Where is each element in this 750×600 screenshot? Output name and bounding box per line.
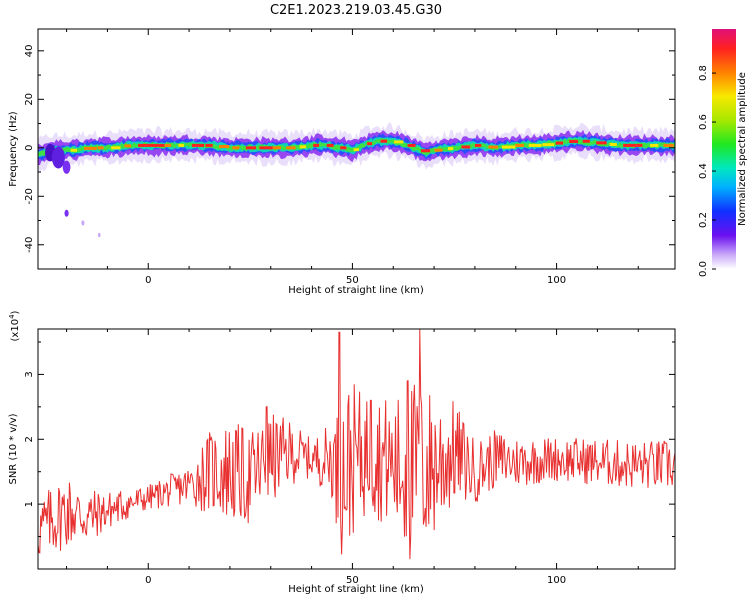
colorbar-tick-label: 0.0 — [698, 261, 709, 277]
colorbar-ticks: 0.0 0.2 0.4 0.6 0.8 — [698, 65, 716, 277]
figure-title: C2E1.2023.219.03.45.G30 — [270, 3, 442, 18]
snr-ticks: 0 50 100 1 2 3 — [24, 329, 675, 586]
snr-multiplier: (x104) — [8, 310, 21, 341]
spectrogram-peak-streak — [218, 145, 230, 149]
spectrogram-peak-streak — [111, 146, 121, 150]
spectrogram-blob — [51, 146, 65, 169]
colorbar-tick-label: 0.6 — [698, 114, 709, 130]
spectrogram-peak-streak — [84, 146, 97, 150]
spectrogram-peak-streak — [542, 143, 555, 147]
spectrogram-peak-streak — [313, 143, 320, 147]
spectrogram-ticks: 0 50 100 -40 -20 0 20 40 — [24, 29, 675, 286]
colorbar-label: Normalized spectral amplitude — [737, 72, 748, 226]
spectrogram-peak-streak — [407, 143, 416, 147]
spectrogram-peak-streak — [623, 143, 637, 147]
spectrogram-peak-streak — [555, 141, 564, 145]
spectrogram-peak-streak — [596, 141, 607, 145]
spectrogram-peak-streak — [434, 148, 443, 152]
spectrogram-peak-streak — [340, 146, 347, 150]
spectrogram-peak-streak — [191, 143, 205, 147]
spectrogram-peak-streak — [97, 146, 104, 150]
spectrogram-peak-streak — [272, 146, 281, 150]
spectrogram-peak-streak — [164, 143, 172, 147]
spectrogram-peak-streak — [367, 142, 373, 146]
spectrogram-frame — [37, 28, 676, 270]
snr-x-tick-label: 0 — [145, 575, 151, 586]
spectrogram-peak-streak — [299, 145, 307, 149]
spectrogram-peak-streak — [488, 145, 499, 149]
snr-y-tick-label: 2 — [24, 436, 35, 442]
spectrogram-y-tick-label: 20 — [24, 93, 35, 106]
spectrogram-y-label: Frequency (Hz) — [8, 111, 19, 187]
spectrogram-peak-streak — [151, 143, 165, 147]
colorbar-gradient — [712, 29, 736, 269]
snr-series-line — [38, 329, 675, 560]
spectrogram-image — [38, 122, 675, 238]
spectrogram-peak-streak — [515, 143, 524, 147]
spectrogram-y-tick-label: 0 — [24, 145, 35, 151]
snr-frame — [37, 328, 676, 570]
spectrogram-peak-streak — [380, 139, 388, 143]
colorbar-tick-label: 0.8 — [698, 65, 709, 81]
spectrogram-peak-streak — [326, 143, 334, 147]
spectrogram-peak-streak — [474, 143, 482, 147]
spectrogram-blob — [97, 232, 101, 238]
colorbar-tick-label: 0.4 — [698, 163, 709, 179]
spectrogram-peak-streak — [394, 140, 404, 144]
spectrogram-peak-streak — [528, 143, 542, 147]
snr-x-tick-label: 100 — [547, 575, 566, 586]
spectrogram-peak-streak — [569, 139, 579, 143]
snr-x-label: Height of straight line (km) — [288, 584, 424, 595]
spectrogram-peak-streak — [461, 145, 471, 149]
spectrogram-peak-streak — [232, 146, 240, 150]
spectrogram-x-label: Height of straight line (km) — [288, 285, 424, 296]
spectrogram-peak-streak — [663, 143, 674, 147]
spectrogram-blob — [81, 220, 85, 226]
spectrogram-peak-streak — [447, 147, 454, 151]
spectrogram-peak-streak — [286, 146, 296, 150]
spectrogram-peak-streak — [650, 143, 659, 147]
spectrogram-peak-streak — [138, 143, 152, 147]
spectrogram-green-layer — [38, 138, 675, 157]
colorbar: 0.0 0.2 0.4 0.6 0.8 Normalized spectral ampl… — [698, 29, 748, 277]
spectrogram-peak-streak — [353, 148, 360, 152]
colorbar-tick-label: 0.2 — [698, 212, 709, 228]
snr-y-label: SNR (10 * v/v) — [8, 413, 19, 484]
spectrogram-peak-streak — [259, 146, 273, 150]
spectrogram-blob — [62, 160, 71, 174]
spectrogram-peak-streak — [70, 148, 78, 152]
spectrogram-peak-streak — [582, 139, 590, 143]
spectrogram-peak-streak — [178, 143, 184, 147]
snr-x-tick-label: 50 — [346, 575, 359, 586]
spectrogram-blob — [64, 209, 69, 217]
spectrogram-y-tick-label: -40 — [24, 237, 35, 253]
spectrogram-cyan-layer — [38, 136, 675, 158]
spectrogram-peak-streak — [636, 143, 643, 147]
spectrogram-y-tick-label: 40 — [24, 44, 35, 57]
spectrogram-peak-streak — [421, 149, 431, 153]
spectrogram-peak-streak — [124, 144, 132, 148]
spectrogram-peak-streak — [609, 142, 617, 146]
spectrogram-panel: 0 50 100 -40 -20 0 20 40 Height of straight lin… — [8, 28, 676, 296]
spectrogram-x-tick-label: 0 — [145, 275, 151, 286]
spectrogram-x-tick-label: 100 — [547, 275, 566, 286]
snr-y-tick-label: 1 — [24, 501, 35, 507]
snr-y-tick-label: 3 — [24, 371, 35, 377]
spectrogram-x-tick-label: 50 — [346, 275, 359, 286]
spectrogram-peak-streak — [501, 145, 516, 149]
spectrogram-y-tick-label: -20 — [24, 188, 35, 204]
spectrogram-peak-streak — [205, 143, 213, 147]
snr-panel: 0 50 100 1 2 3 Height of straight line (km) S… — [8, 310, 676, 595]
spectrogram-peak-streak — [245, 146, 257, 150]
